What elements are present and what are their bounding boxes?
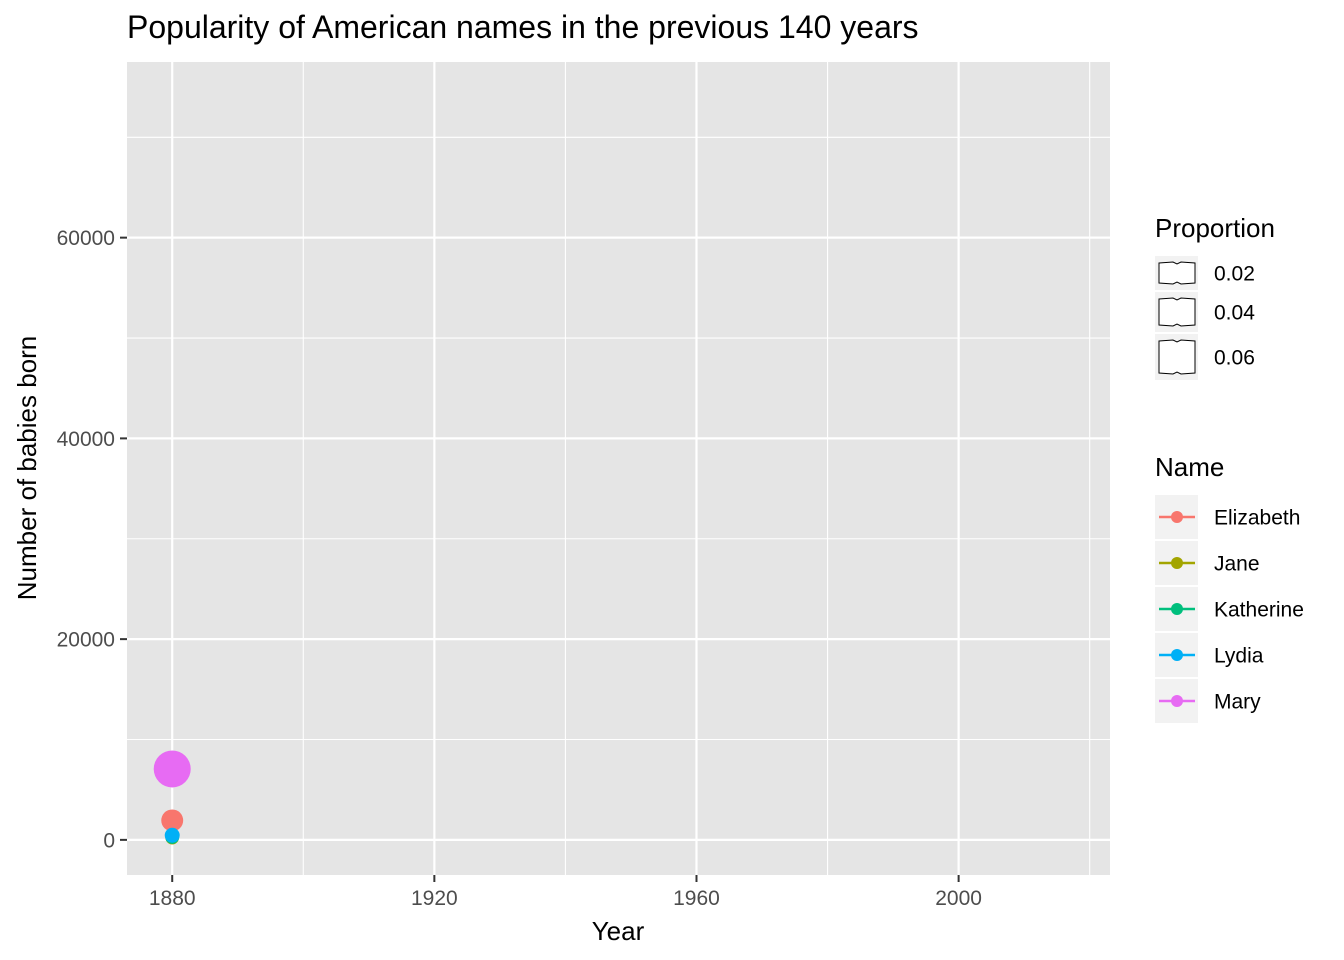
color-legend-label: Lydia — [1214, 645, 1264, 668]
color-legend-title: Name — [1155, 452, 1224, 482]
grid-major — [127, 62, 1110, 875]
size-legend-label: 0.04 — [1214, 302, 1255, 325]
color-legend-label: Mary — [1214, 691, 1261, 714]
grid-minor — [127, 62, 1110, 875]
x-tick-label: 1960 — [673, 887, 720, 910]
size-legend-glyph — [1158, 339, 1196, 375]
size-legend: Proportion 0.02 0.04 0.06 — [1155, 213, 1275, 380]
data-points — [153, 750, 191, 845]
chart-title: Popularity of American names in the prev… — [127, 9, 919, 45]
data-point-elizabeth — [161, 809, 184, 832]
size-legend-label: 0.06 — [1214, 347, 1255, 370]
x-tick-label: 2000 — [935, 887, 982, 910]
color-legend-point — [1171, 695, 1183, 707]
color-legend-label: Katherine — [1214, 599, 1304, 622]
x-axis-title: Year — [592, 916, 645, 946]
y-axis: 0 20000 40000 60000 — [57, 227, 127, 852]
y-axis-title: Number of babies born — [12, 336, 42, 600]
x-axis: 1880 1920 1960 2000 — [149, 875, 982, 910]
y-tick-label: 60000 — [57, 227, 115, 250]
color-legend-point — [1171, 603, 1183, 615]
data-point-mary — [153, 750, 191, 788]
size-legend-glyph — [1158, 261, 1196, 285]
size-legend-glyph — [1158, 297, 1196, 327]
size-legend-title: Proportion — [1155, 213, 1275, 243]
y-tick-label: 0 — [103, 829, 115, 852]
color-legend-point — [1171, 649, 1183, 661]
x-tick-label: 1920 — [411, 887, 458, 910]
plot-panel — [127, 62, 1110, 875]
color-legend-point — [1171, 557, 1183, 569]
x-tick-label: 1880 — [149, 887, 196, 910]
y-tick-label: 40000 — [57, 428, 115, 451]
color-legend-label: Elizabeth — [1214, 507, 1300, 530]
color-legend: Name Elizabeth Jane Katherine Lydia Mary — [1155, 452, 1304, 723]
color-legend-label: Jane — [1214, 553, 1260, 576]
size-legend-label: 0.02 — [1214, 263, 1255, 286]
color-legend-point — [1171, 511, 1183, 523]
y-tick-label: 20000 — [57, 629, 115, 652]
data-point-lydia — [164, 827, 180, 843]
